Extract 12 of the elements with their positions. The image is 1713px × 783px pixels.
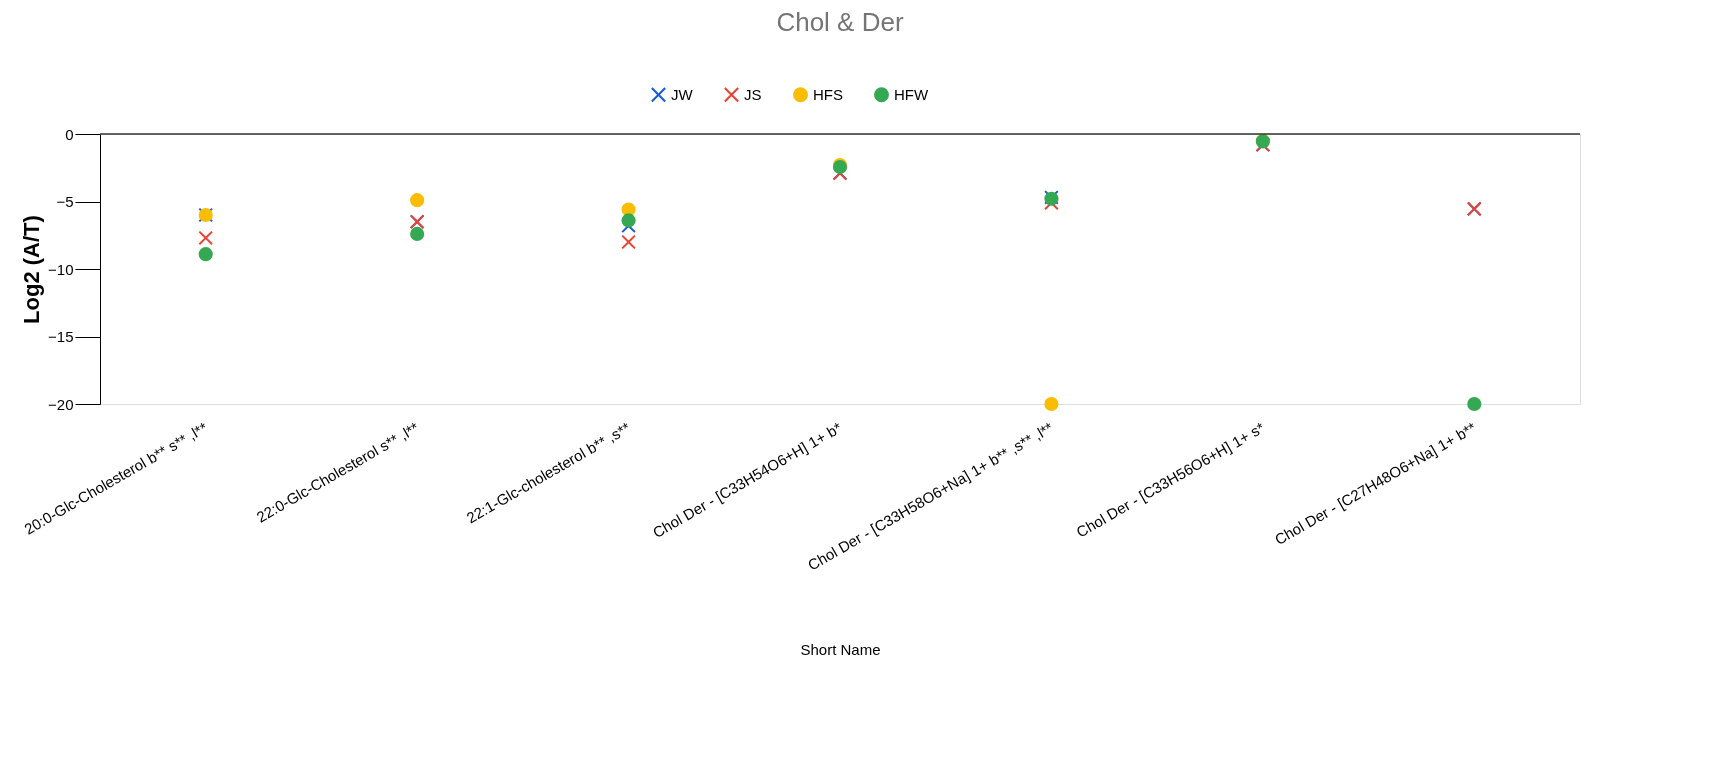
legend-label: HFS [813, 85, 843, 103]
y-axis-title: Log2 (A/T) [19, 215, 45, 324]
legend-label: JS [744, 85, 762, 103]
y-tick-label: −10 [48, 260, 74, 278]
y-tick-label: −5 [56, 193, 74, 210]
x-axis-title: Short Name [800, 641, 881, 659]
chart-title: Chol & Der [776, 7, 904, 37]
y-tick-label: 0 [65, 125, 74, 143]
y-tick-label: −15 [48, 328, 74, 345]
legend-label: HFW [894, 85, 929, 103]
legend-label: JW [671, 85, 694, 103]
y-tick-label: −20 [48, 395, 74, 413]
